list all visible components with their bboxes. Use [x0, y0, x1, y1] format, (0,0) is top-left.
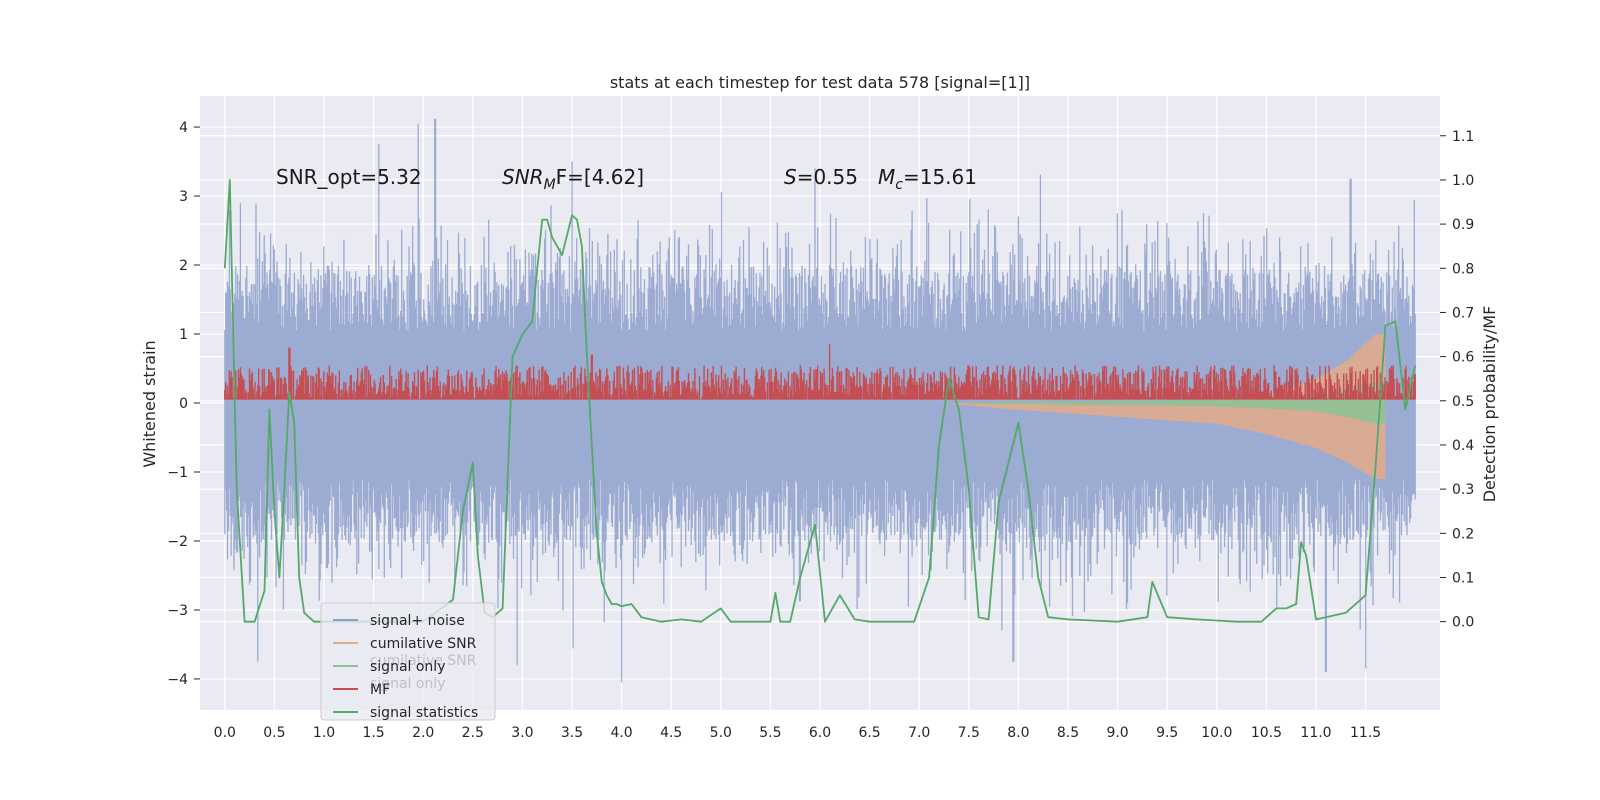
- x-tick-label: 10.0: [1201, 725, 1232, 741]
- x-tick-label: 2.5: [462, 725, 484, 741]
- x-tick-label: 9.5: [1156, 725, 1178, 741]
- annotation-snr-mf-sub: M: [544, 177, 556, 193]
- y-right-tick-label: 0.7: [1452, 305, 1474, 321]
- x-axis: 0.0 0.5 1.0 1.5 2.0 2.5 3.0 3.5 4.0 4.5 5.0 5.5 6.0 6…: [214, 725, 1382, 741]
- y-tick-label: −3: [167, 603, 188, 619]
- x-tick-label: 11.5: [1350, 725, 1381, 741]
- y-right-tick-label: 0.8: [1452, 261, 1474, 277]
- x-tick-label: 8.5: [1057, 725, 1079, 741]
- y-tick-label: 4: [179, 120, 188, 136]
- x-tick-label: 1.0: [313, 725, 335, 741]
- legend-label: signal+ noise: [370, 613, 465, 629]
- y-right-tick-label: 0.5: [1452, 394, 1474, 410]
- annotation-snr-mf-main: SNR: [502, 165, 544, 189]
- x-tick-label: 6.5: [858, 725, 880, 741]
- x-tick-label: 9.0: [1106, 725, 1128, 741]
- y-right-tick-label: 0.0: [1452, 615, 1474, 631]
- legend-label: signal only: [370, 659, 445, 675]
- x-tick-label: 5.5: [759, 725, 781, 741]
- annotation-snr-opt: SNR_opt=5.32: [276, 165, 422, 189]
- x-tick-label: 2.0: [412, 725, 434, 741]
- annotation-mc: Mc=15.61: [878, 165, 977, 193]
- y-axis-title-left: Whitened strain: [140, 340, 159, 467]
- y-tick-label: −1: [167, 465, 188, 481]
- y-axis-title-right: Detection probability/MF: [1480, 306, 1499, 503]
- y-right-tick-label: 1.0: [1452, 173, 1474, 189]
- x-tick-label: 7.0: [908, 725, 930, 741]
- y-axis-left: 4 3 2 1 0 −1 −2 −3 −4: [167, 120, 200, 688]
- x-tick-label: 10.5: [1251, 725, 1282, 741]
- x-tick-label: 6.0: [809, 725, 831, 741]
- annotations: SNR_opt=5.32 SNRMF=[4.62] S=0.55 Mc=15.6…: [276, 165, 977, 193]
- legend-label: signal statistics: [370, 705, 478, 721]
- y-tick-label: 2: [179, 258, 188, 274]
- y-tick-label: 3: [179, 189, 188, 205]
- y-right-tick-label: 0.3: [1452, 482, 1474, 498]
- x-tick-label: 0.0: [214, 725, 236, 741]
- x-tick-label: 4.5: [660, 725, 682, 741]
- series-signal-only: [939, 382, 1386, 424]
- x-tick-label: 8.0: [1007, 725, 1029, 741]
- y-right-tick-label: 0.9: [1452, 217, 1474, 233]
- annotation-mc-main: M: [878, 165, 895, 189]
- legend-label: cumilative SNR: [370, 636, 477, 652]
- series-mf: [224, 344, 1416, 400]
- x-tick-label: 7.5: [958, 725, 980, 741]
- y-right-tick-label: 0.1: [1452, 570, 1474, 586]
- annotation-s-rest: =0.55: [797, 165, 858, 189]
- x-tick-label: 3.5: [561, 725, 583, 741]
- annotation-snr-mf-rest: F=[4.62]: [556, 165, 644, 189]
- legend: cumilative SNR signal only signal+ noise…: [320, 602, 496, 721]
- x-tick-label: 1.5: [362, 725, 384, 741]
- y-tick-label: 1: [179, 327, 188, 343]
- series-signal-noise-negative: [224, 403, 1416, 683]
- x-tick-label: 0.5: [263, 725, 285, 741]
- y-tick-label: −2: [167, 534, 188, 550]
- x-tick-label: 5.0: [710, 725, 732, 741]
- y-axis-right: 1.1 1.0 0.9 0.8 0.7 0.6 0.5 0.4 0.3 0.2 0.1 0.0: [1440, 129, 1474, 631]
- series-cumulative-snr: [939, 334, 1386, 479]
- series-signal-noise-positive: [224, 118, 1416, 403]
- y-right-tick-label: 1.1: [1452, 129, 1474, 145]
- x-tick-label: 11.0: [1300, 725, 1331, 741]
- legend-label: MF: [370, 682, 390, 698]
- y-tick-label: −4: [167, 672, 188, 688]
- annotation-s-main: S: [784, 165, 797, 189]
- x-tick-label: 4.0: [610, 725, 632, 741]
- annotation-snr-mf: SNRMF=[4.62]: [502, 165, 644, 193]
- chart-title: stats at each timestep for test data 578…: [610, 73, 1030, 92]
- legend-ghost-label-2: signal only: [370, 676, 445, 692]
- y-tick-label: 0: [179, 396, 188, 412]
- y-right-tick-label: 0.2: [1452, 526, 1474, 542]
- annotation-mc-sub: c: [895, 177, 903, 193]
- annotation-s: S=0.55: [784, 165, 858, 189]
- x-tick-label: 3.0: [511, 725, 533, 741]
- annotation-mc-rest: =15.61: [903, 165, 977, 189]
- y-right-tick-label: 0.4: [1452, 438, 1474, 454]
- legend-box: [320, 602, 496, 721]
- legend-ghost-label-1: cumilative SNR: [370, 653, 477, 669]
- y-right-tick-label: 0.6: [1452, 350, 1474, 366]
